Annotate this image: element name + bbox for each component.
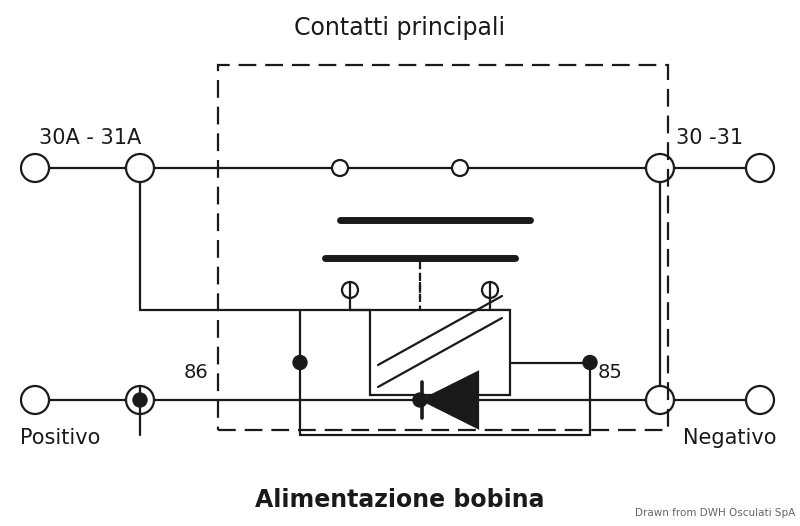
Circle shape — [583, 356, 597, 369]
Text: 86: 86 — [184, 362, 208, 381]
Text: Contatti principali: Contatti principali — [294, 16, 506, 40]
Circle shape — [413, 393, 427, 407]
Bar — [370, 310, 510, 395]
Polygon shape — [422, 372, 478, 428]
Text: Positivo: Positivo — [20, 428, 100, 448]
Text: 30 -31: 30 -31 — [677, 128, 743, 148]
Text: 85: 85 — [598, 362, 622, 381]
Text: Alimentazione bobina: Alimentazione bobina — [255, 488, 545, 512]
Circle shape — [293, 356, 307, 369]
Text: 30A - 31A: 30A - 31A — [39, 128, 141, 148]
Circle shape — [133, 393, 147, 407]
Text: Drawn from DWH Osculati SpA: Drawn from DWH Osculati SpA — [634, 508, 795, 518]
Text: Negativo: Negativo — [683, 428, 777, 448]
